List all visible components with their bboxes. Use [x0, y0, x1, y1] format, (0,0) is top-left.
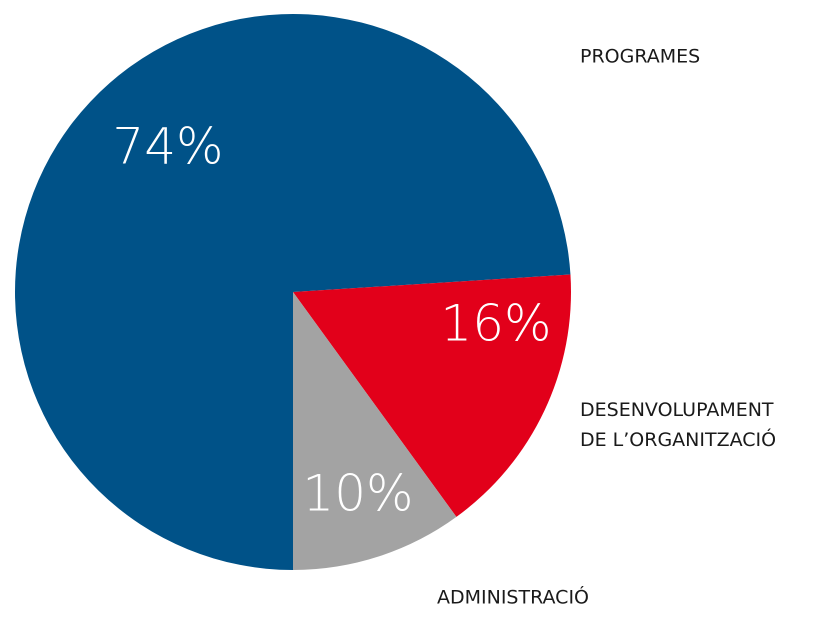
label-line: DESENVOLUPAMENT: [580, 399, 774, 421]
value-label: 74%: [112, 118, 223, 176]
pie-slice: [293, 292, 457, 570]
value-label: 16%: [440, 295, 551, 353]
pie-slice: [14, 13, 571, 570]
value-label: 10%: [302, 465, 413, 523]
category-label: PROGRAMES: [580, 46, 700, 68]
category-label: ADMINISTRACIÓ: [437, 585, 589, 609]
category-label: DESENVOLUPAMENT DE L’ORGANITZACIÓ: [580, 399, 776, 451]
pie-slice: [293, 274, 571, 517]
label-line: DE L’ORGANITZACIÓ: [580, 427, 776, 451]
